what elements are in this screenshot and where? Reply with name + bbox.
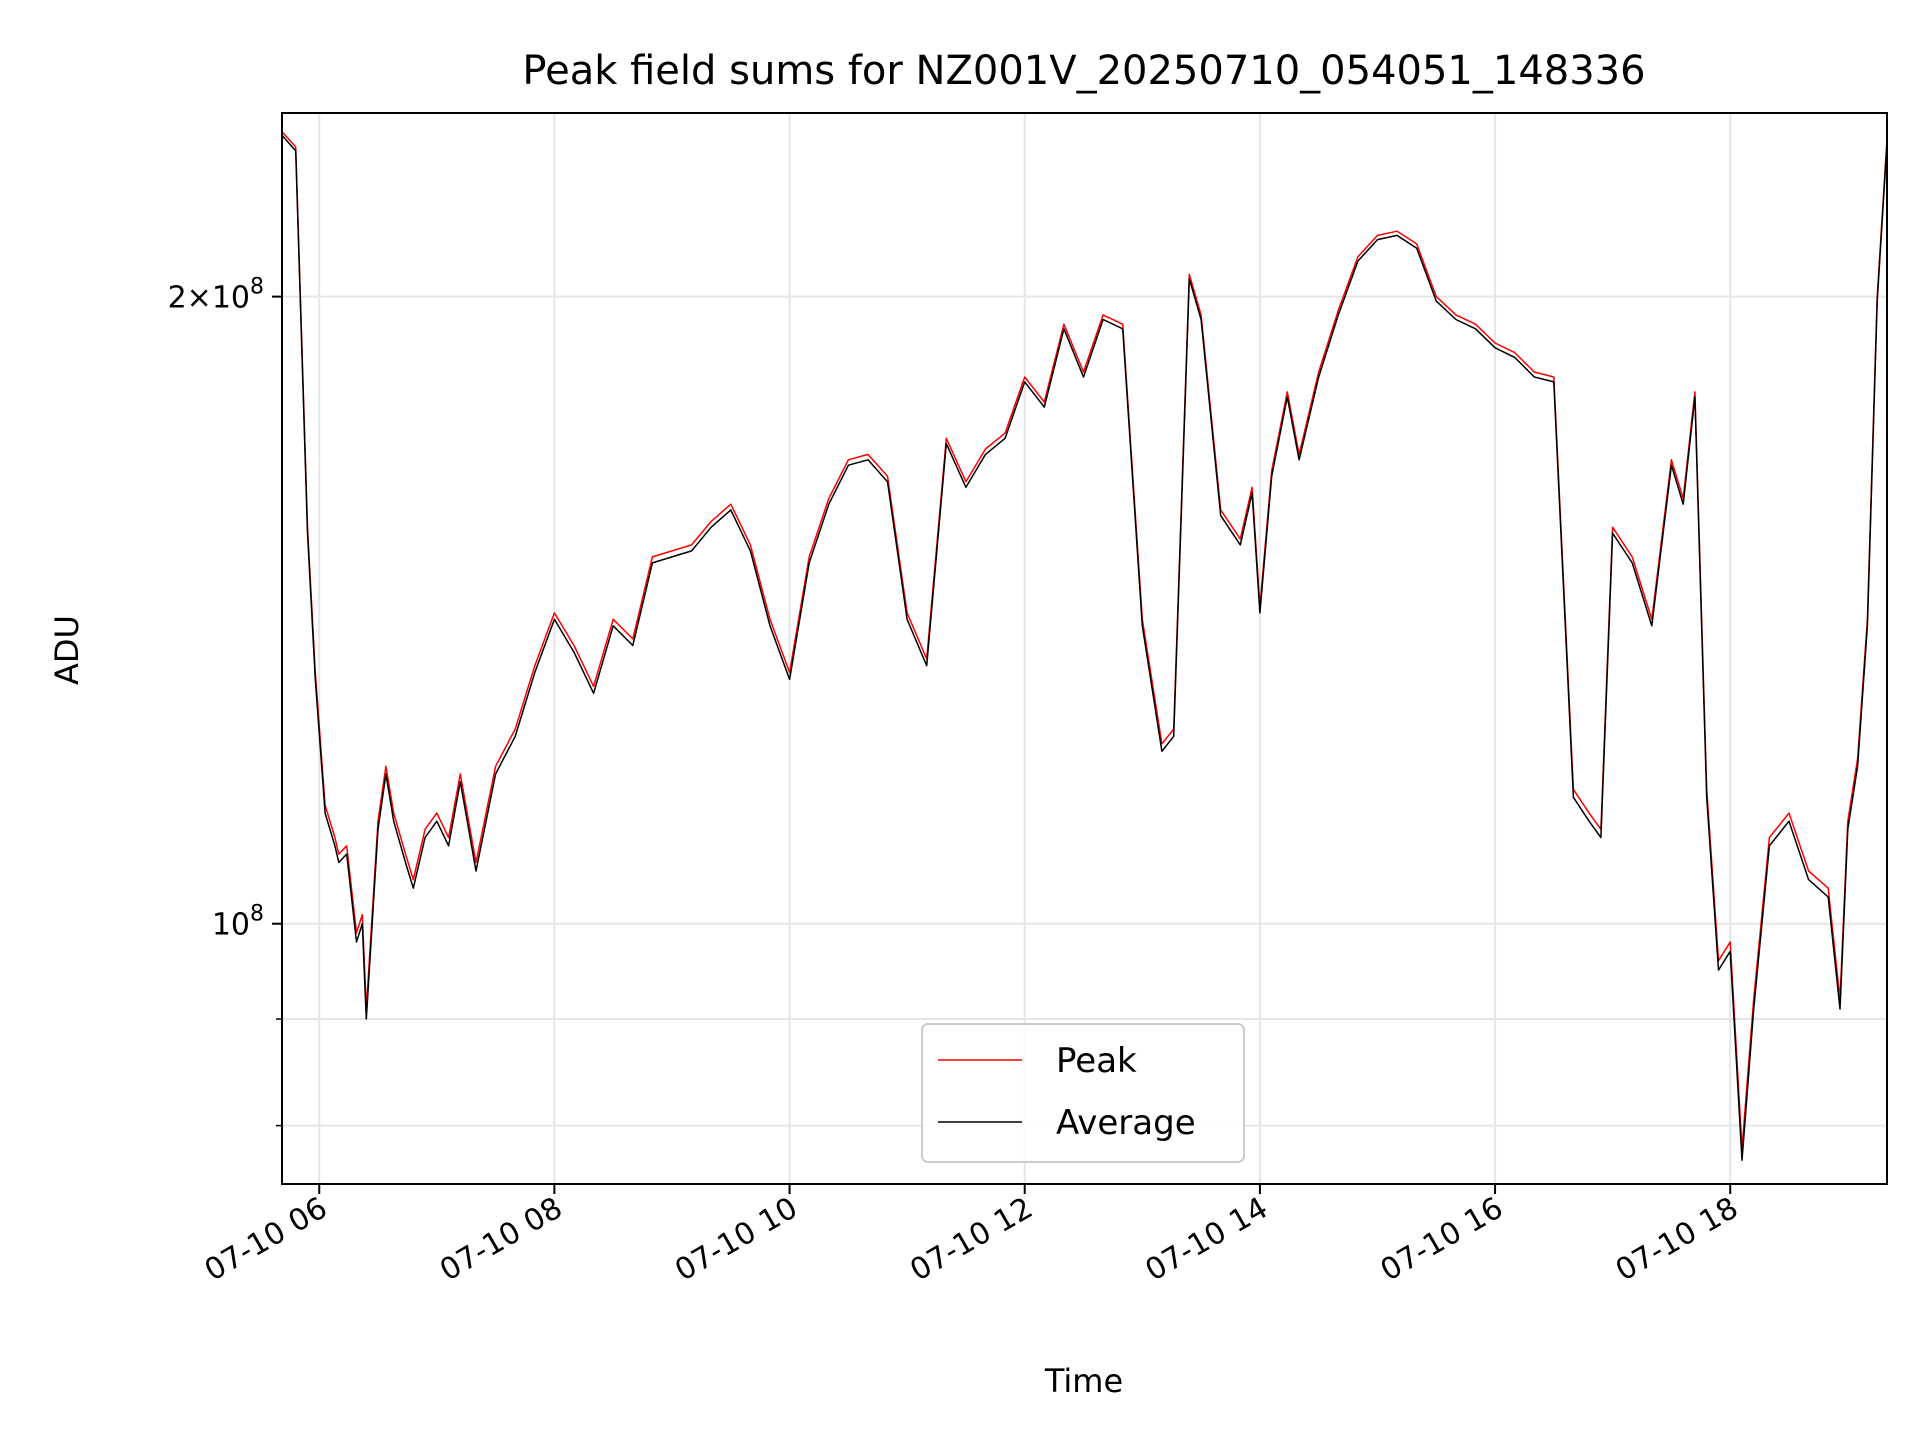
series-line-average	[282, 134, 1887, 1161]
y-tick-label: 108	[212, 902, 264, 943]
chart-title: Peak field sums for NZ001V_20250710_0540…	[522, 48, 1645, 94]
legend: Peak Average	[921, 1023, 1245, 1163]
y-axis-ticks: 108 2×108	[168, 275, 282, 1127]
grid	[282, 113, 1887, 1184]
y-tick-label: 2×108	[168, 275, 264, 316]
y-axis-title: ADU	[48, 615, 86, 685]
legend-box	[921, 1023, 1245, 1163]
plot-frame	[281, 112, 1888, 1185]
legend-label-average: Average	[1056, 1103, 1196, 1143]
plot-series	[282, 131, 1887, 1161]
x-axis-title: Time	[1044, 1362, 1123, 1400]
series-line-peak	[282, 131, 1887, 1150]
legend-label-peak: Peak	[1056, 1041, 1137, 1081]
